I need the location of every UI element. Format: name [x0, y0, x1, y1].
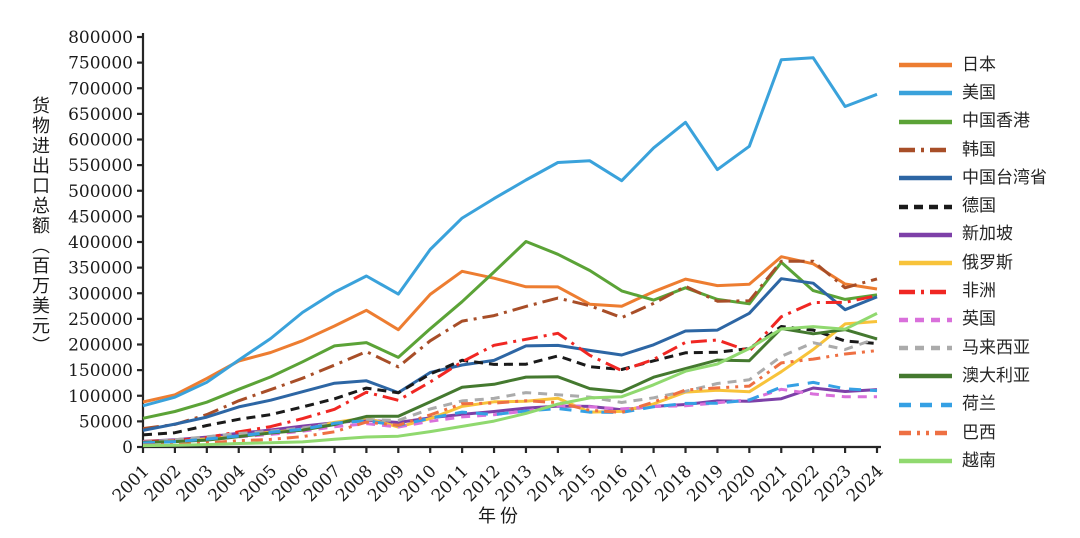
y-tick-label: 150000: [68, 361, 133, 381]
legend-label-japan: 日本: [962, 54, 996, 75]
legend-swatch-singapore: [899, 232, 952, 238]
legend-swatch-japan: [899, 62, 952, 68]
legend-item-singapore: 新加坡: [898, 221, 1047, 249]
legend-item-taiwan: 中国台湾省: [898, 164, 1047, 192]
legend-label-russia: 俄罗斯: [962, 252, 1013, 273]
legend-label-hong-kong: 中国香港: [962, 111, 1030, 132]
legend-swatch-hong-kong: [899, 119, 952, 124]
y-tick-label: 350000: [68, 259, 133, 279]
y-tick-label: 550000: [68, 156, 133, 176]
y-tick-label: 100000: [68, 387, 133, 407]
legend-item-netherlands: 荷兰: [898, 391, 1047, 419]
x-axis: 2001200220032004200520062007200820092010…: [109, 447, 888, 506]
legend-label-uk: 英国: [962, 309, 996, 330]
legend-label-singapore: 新加坡: [962, 224, 1013, 245]
legend-label-germany: 德国: [962, 196, 996, 217]
y-tick-label: 750000: [68, 54, 133, 74]
legend: 日本美国中国香港韩国中国台湾省德国新加坡俄罗斯非洲英国马来西亚澳大利亚荷兰巴西越…: [898, 51, 1047, 475]
legend-label-australia: 澳大利亚: [962, 365, 1030, 386]
series-line-singapore: [142, 386, 878, 443]
legend-item-uk: 英国: [898, 306, 1047, 334]
series-line-malaysia: [142, 336, 878, 444]
legend-swatch-uk: [899, 317, 952, 323]
legend-label-korea: 韩国: [962, 139, 996, 160]
legend-swatch-korea: [899, 147, 952, 153]
y-tick-label: 50000: [79, 412, 133, 432]
series-line-taiwan: [142, 277, 878, 432]
legend-item-russia: 俄罗斯: [898, 249, 1047, 277]
legend-swatch-malaysia: [899, 345, 952, 351]
legend-label-malaysia: 马来西亚: [962, 337, 1030, 358]
y-axis-title: 货物进出口总额（百万美元）: [29, 96, 50, 356]
legend-item-malaysia: 马来西亚: [898, 334, 1047, 362]
legend-swatch-australia: [899, 374, 952, 379]
legend-swatch-usa: [899, 91, 952, 96]
y-tick-label: 300000: [68, 284, 133, 304]
y-tick-label: 200000: [68, 336, 133, 356]
y-tick-label: 400000: [68, 233, 133, 253]
y-tick-label: 250000: [68, 310, 133, 330]
legend-label-vietnam: 越南: [962, 450, 996, 471]
legend-label-africa: 非洲: [962, 281, 996, 302]
series-line-vietnam: [142, 312, 878, 448]
legend-item-usa: 美国: [898, 79, 1047, 107]
legend-item-korea: 韩国: [898, 136, 1047, 164]
y-axis: 0 50000 100000 150000 200000 250000 300000 3500…: [68, 28, 143, 458]
legend-item-germany: 德国: [898, 192, 1047, 220]
y-tick-label: 450000: [68, 207, 133, 227]
series-line-hong-kong: [142, 240, 878, 420]
legend-swatch-taiwan: [899, 176, 952, 181]
y-tick-label: 700000: [68, 79, 133, 99]
legend-label-brazil: 巴西: [962, 422, 996, 443]
series-line-korea: [142, 259, 878, 431]
legend-label-netherlands: 荷兰: [962, 394, 996, 415]
legend-item-africa: 非洲: [898, 277, 1047, 305]
legend-label-usa: 美国: [962, 82, 996, 103]
series-line-africa: [142, 294, 878, 443]
legend-swatch-germany: [899, 204, 952, 209]
y-tick-label: 800000: [68, 28, 133, 48]
legend-swatch-netherlands: [899, 402, 952, 407]
legend-item-vietnam: 越南: [898, 447, 1047, 475]
legend-item-australia: 澳大利亚: [898, 362, 1047, 390]
legend-swatch-brazil: [899, 430, 952, 436]
y-tick-label: 600000: [68, 131, 133, 151]
series-line-australia: [142, 327, 878, 444]
y-tick-label: 650000: [68, 105, 133, 125]
legend-item-brazil: 巴西: [898, 419, 1047, 447]
x-axis-title: 年份: [478, 506, 522, 527]
legend-swatch-africa: [899, 289, 952, 294]
y-tick-label: 500000: [68, 182, 133, 202]
series-line-brazil: [142, 349, 878, 447]
series-line-netherlands: [142, 380, 878, 445]
legend-swatch-vietnam: [899, 459, 952, 464]
y-tick-label: 0: [122, 438, 133, 458]
plot-lines: [142, 56, 878, 448]
legend-item-japan: 日本: [898, 51, 1047, 79]
x-tick-label: 2024: [843, 461, 888, 506]
legend-label-taiwan: 中国台湾省: [962, 167, 1047, 188]
legend-swatch-russia: [899, 260, 952, 266]
series-line-japan: [142, 255, 878, 404]
series-line-usa: [142, 56, 878, 408]
legend-item-hong-kong: 中国香港: [898, 108, 1047, 136]
